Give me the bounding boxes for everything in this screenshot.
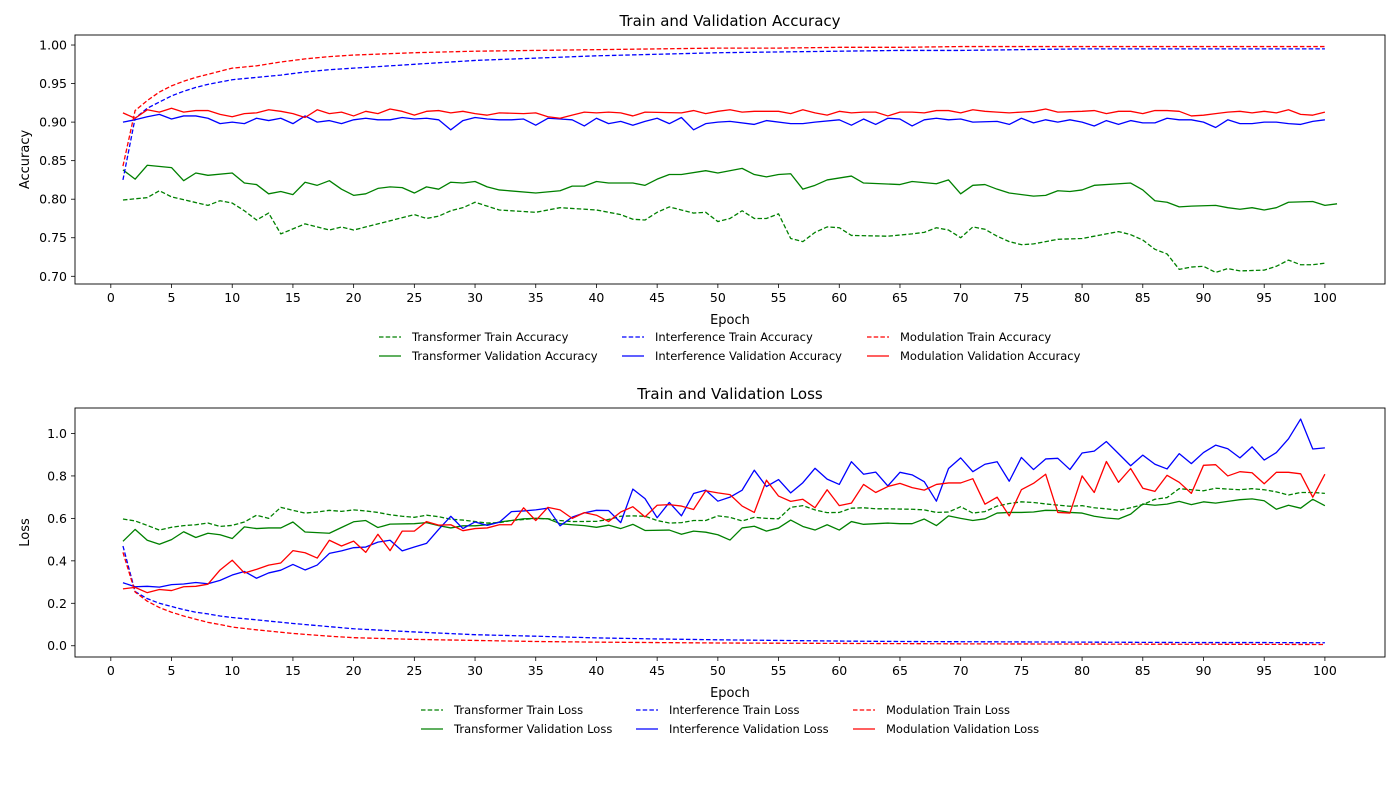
x-tick-label: 30: [467, 663, 483, 678]
series-line-modulation-validation-loss: [122, 460, 1326, 594]
x-tick-label: 30: [467, 290, 483, 305]
x-tick-label: 60: [831, 663, 847, 678]
series-line-interference-validation-loss: [122, 418, 1325, 588]
series-group: [122, 45, 1338, 274]
x-tick-label: 35: [528, 290, 544, 305]
x-tick-label: 15: [285, 663, 301, 678]
legend: Transformer Train Accuracy Transformer Va…: [379, 330, 1081, 363]
x-tick-label: 20: [346, 290, 362, 305]
x-tick-label: 55: [771, 663, 787, 678]
y-tick-label: 0.2: [47, 596, 67, 611]
x-tick-label: 10: [224, 663, 240, 678]
y-tick-label: 0.85: [39, 153, 67, 168]
y-tick-label: 0.70: [39, 269, 67, 284]
y-tick-label: 0.4: [47, 553, 67, 568]
x-tick-label: 0: [107, 663, 115, 678]
y-axis-label: Accuracy: [18, 130, 33, 190]
x-axis-label: Epoch: [710, 686, 750, 701]
x-tick-label: 85: [1135, 290, 1151, 305]
x-tick-label: 25: [406, 663, 422, 678]
x-tick-label: 85: [1135, 663, 1151, 678]
x-tick-label: 90: [1196, 290, 1212, 305]
y-tick-label: 0.0: [47, 638, 67, 653]
x-tick-label: 75: [1013, 663, 1029, 678]
y-tick-label: 0.80: [39, 192, 67, 207]
x-tick-label: 15: [285, 290, 301, 305]
y-axis-label: Loss: [18, 518, 33, 547]
x-axis-label: Epoch: [710, 313, 750, 328]
x-tick-label: 75: [1013, 290, 1029, 305]
legend-label: Interference Train Accuracy: [655, 330, 813, 344]
legend-label: Modulation Validation Accuracy: [900, 349, 1081, 363]
x-tick-label: 90: [1196, 663, 1212, 678]
series-line-interference-train-loss: [122, 545, 1325, 644]
x-tick-label: 70: [953, 290, 969, 305]
legend-label: Transformer Train Accuracy: [411, 330, 569, 344]
legend-label: Modulation Validation Loss: [886, 722, 1039, 736]
series-line-modulation-train-loss: [122, 552, 1325, 646]
legend: Transformer Train Loss Transformer Valida…: [421, 703, 1039, 736]
series-group: [122, 418, 1326, 646]
plot-frame: [74, 34, 1386, 285]
chart-1: Train and Validation Accuracy 0 5 10 15 20 25 3…: [18, 12, 1386, 363]
legend-label: Interference Validation Accuracy: [655, 349, 842, 363]
x-tick-label: 50: [710, 663, 726, 678]
x-tick-label: 60: [831, 290, 847, 305]
x-tick-label: 5: [168, 290, 176, 305]
y-tick-label: 1.0: [47, 426, 67, 441]
y-tick-label: 1.00: [39, 38, 67, 53]
series-line-interference-train-accuracy: [122, 48, 1325, 181]
series-line-modulation-validation-accuracy: [122, 107, 1326, 119]
x-tick-label: 95: [1256, 663, 1272, 678]
x-tick-label: 40: [588, 663, 604, 678]
x-tick-label: 45: [649, 290, 665, 305]
series-line-interference-validation-accuracy: [122, 113, 1325, 131]
series-line-transformer-validation-accuracy: [122, 164, 1338, 211]
chart-title: Train and Validation Accuracy: [618, 12, 840, 30]
x-tick-label: 70: [953, 663, 969, 678]
x-tick-label: 0: [107, 290, 115, 305]
x-tick-label: 5: [168, 663, 176, 678]
x-tick-label: 10: [224, 290, 240, 305]
legend-label: Transformer Validation Accuracy: [411, 349, 598, 363]
legend-label: Transformer Validation Loss: [453, 722, 612, 736]
x-tick-label: 25: [406, 290, 422, 305]
y-tick-label: 0.95: [39, 76, 67, 91]
x-tick-label: 45: [649, 663, 665, 678]
y-tick-label: 0.75: [39, 230, 67, 245]
x-tick-label: 55: [771, 290, 787, 305]
x-tick-label: 80: [1074, 663, 1090, 678]
chart-2: Train and Validation Loss 0 5 10 15 20 25 30 35 4…: [18, 385, 1386, 736]
series-line-modulation-train-accuracy: [122, 45, 1325, 167]
plot-frame: [74, 407, 1386, 658]
x-tick-label: 40: [588, 290, 604, 305]
x-tick-label: 20: [346, 663, 362, 678]
x-tick-label: 50: [710, 290, 726, 305]
x-tick-label: 100: [1313, 290, 1337, 305]
x-tick-label: 35: [528, 663, 544, 678]
x-tick-label: 65: [892, 290, 908, 305]
x-tick-label: 95: [1256, 290, 1272, 305]
legend-label: Interference Validation Loss: [669, 722, 829, 736]
legend-label: Modulation Train Loss: [886, 703, 1010, 717]
y-tick-label: 0.90: [39, 115, 67, 130]
series-line-transformer-validation-loss: [122, 498, 1326, 545]
legend-label: Modulation Train Accuracy: [900, 330, 1051, 344]
series-line-transformer-train-loss: [122, 487, 1325, 531]
x-tick-label: 100: [1313, 663, 1337, 678]
legend-label: Interference Train Loss: [669, 703, 799, 717]
y-tick-label: 0.8: [47, 468, 67, 483]
series-line-transformer-train-accuracy: [122, 190, 1325, 274]
legend-label: Transformer Train Loss: [453, 703, 583, 717]
x-tick-label: 80: [1074, 290, 1090, 305]
x-tick-label: 65: [892, 663, 908, 678]
chart-title: Train and Validation Loss: [636, 385, 823, 403]
y-tick-label: 0.6: [47, 511, 67, 526]
